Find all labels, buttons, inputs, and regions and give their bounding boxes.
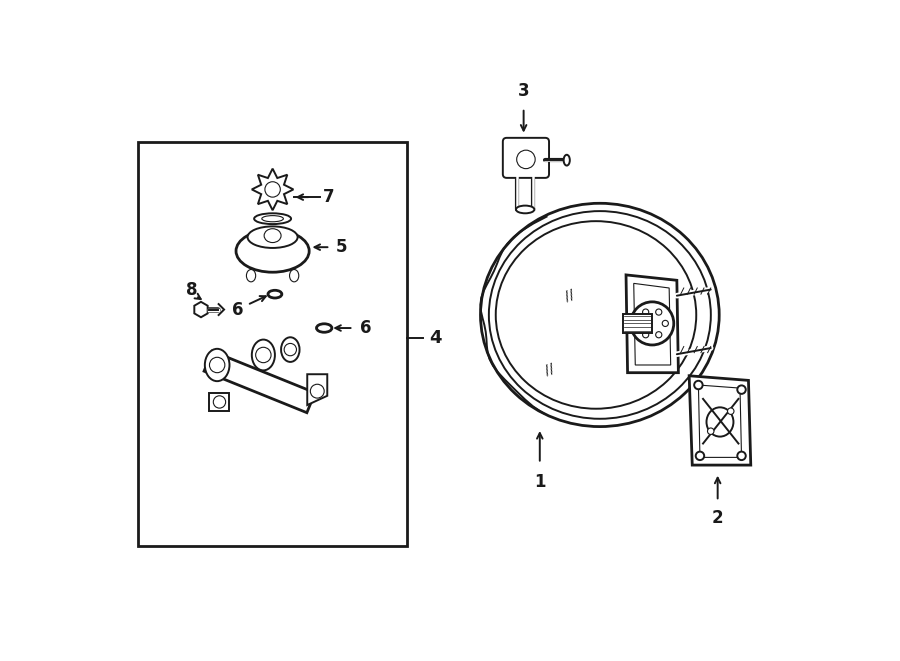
FancyBboxPatch shape: [503, 138, 549, 178]
Ellipse shape: [481, 204, 719, 426]
Ellipse shape: [563, 155, 570, 165]
Ellipse shape: [236, 230, 310, 272]
Bar: [138, 141, 408, 546]
Ellipse shape: [281, 337, 300, 362]
Text: 2: 2: [712, 509, 724, 527]
Circle shape: [694, 381, 703, 389]
Polygon shape: [194, 302, 208, 317]
Circle shape: [707, 428, 714, 434]
Polygon shape: [689, 375, 751, 465]
Text: 8: 8: [186, 280, 197, 299]
Circle shape: [727, 408, 734, 414]
Ellipse shape: [317, 324, 332, 332]
Text: 7: 7: [322, 188, 334, 206]
Ellipse shape: [268, 290, 282, 298]
Text: //: //: [562, 288, 576, 304]
Polygon shape: [626, 275, 679, 373]
Polygon shape: [252, 169, 293, 210]
Ellipse shape: [516, 206, 535, 214]
Text: 4: 4: [429, 329, 441, 347]
Circle shape: [631, 302, 674, 345]
Ellipse shape: [252, 340, 274, 370]
Text: 6: 6: [232, 301, 244, 319]
Circle shape: [737, 451, 746, 460]
Text: 6: 6: [360, 319, 371, 337]
Text: //: //: [543, 361, 556, 377]
Circle shape: [737, 385, 746, 394]
Polygon shape: [204, 351, 315, 412]
Text: 5: 5: [336, 238, 347, 256]
Polygon shape: [210, 393, 229, 411]
Polygon shape: [307, 374, 328, 405]
Text: 3: 3: [518, 82, 529, 100]
Circle shape: [696, 451, 704, 460]
Ellipse shape: [205, 349, 230, 381]
Ellipse shape: [248, 226, 298, 248]
Text: 1: 1: [534, 473, 545, 490]
Ellipse shape: [247, 270, 256, 282]
Ellipse shape: [290, 270, 299, 282]
Polygon shape: [623, 314, 652, 332]
Ellipse shape: [254, 214, 291, 224]
